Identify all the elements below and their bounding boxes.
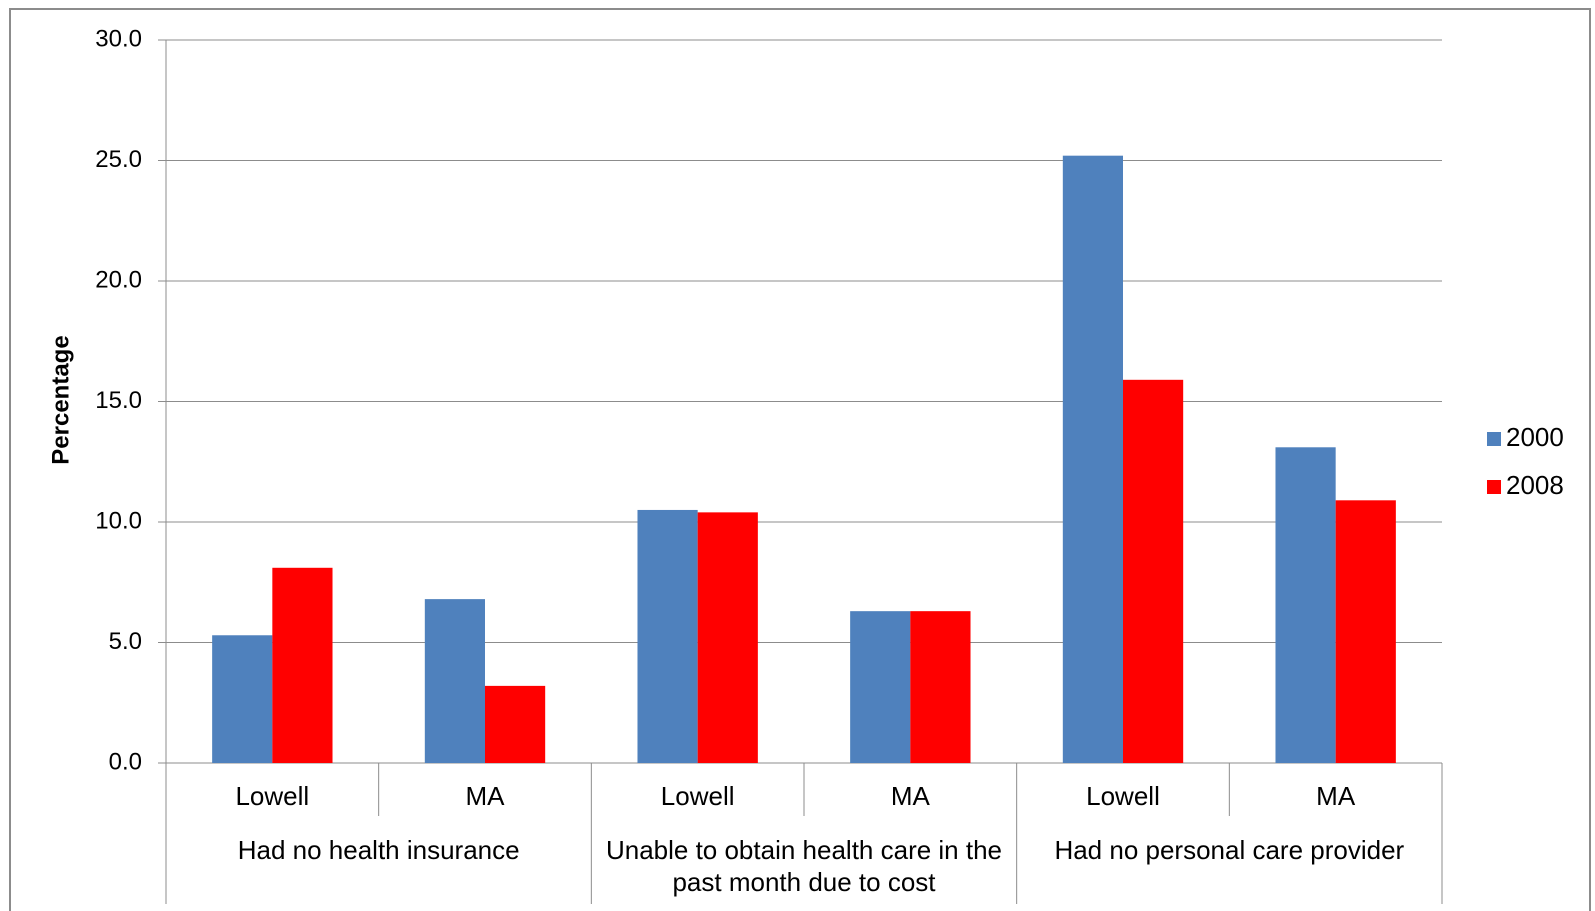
bar xyxy=(1062,155,1123,763)
bar xyxy=(910,611,971,763)
bar xyxy=(272,567,333,763)
y-tick-label: 25.0 xyxy=(95,146,142,173)
group-label: Had no health insurance xyxy=(237,835,520,865)
x-tick-label: Lowell xyxy=(1086,781,1160,811)
group-label-box: Had no personal care provider xyxy=(1054,835,1405,865)
legend-swatch xyxy=(1487,480,1501,494)
y-tick-label: 30.0 xyxy=(95,25,142,52)
bar xyxy=(1123,379,1184,763)
x-tick-label: MA xyxy=(1316,781,1356,811)
legend-swatch xyxy=(1487,432,1501,446)
group-label-box: Unable to obtain health care in the past… xyxy=(605,835,1003,897)
bar xyxy=(1275,447,1336,763)
bar xyxy=(637,509,698,763)
group-label: Unable to obtain health care in the past… xyxy=(605,835,1003,897)
bar xyxy=(212,635,273,763)
x-tick-label: Lowell xyxy=(235,781,309,811)
chart-border xyxy=(9,8,1591,911)
bar xyxy=(485,685,546,763)
x-tick-label: Lowell xyxy=(661,781,735,811)
bar xyxy=(424,599,485,763)
group-label: Had no personal care provider xyxy=(1054,835,1405,865)
y-tick-label: 0.0 xyxy=(109,748,142,775)
bar xyxy=(850,611,911,763)
y-axis-label: Percentage xyxy=(47,335,74,464)
group-label-box: Had no health insurance xyxy=(237,835,520,865)
x-tick-label: MA xyxy=(466,781,506,811)
y-tick-label: 20.0 xyxy=(95,266,142,293)
bar xyxy=(697,512,758,763)
legend-label: 2008 xyxy=(1506,470,1564,500)
y-tick-label: 5.0 xyxy=(109,628,142,655)
legend-label: 2000 xyxy=(1506,422,1564,452)
x-tick-label: MA xyxy=(891,781,931,811)
y-tick-label: 10.0 xyxy=(95,507,142,534)
bar xyxy=(1335,500,1396,763)
y-tick-label: 15.0 xyxy=(95,387,142,414)
